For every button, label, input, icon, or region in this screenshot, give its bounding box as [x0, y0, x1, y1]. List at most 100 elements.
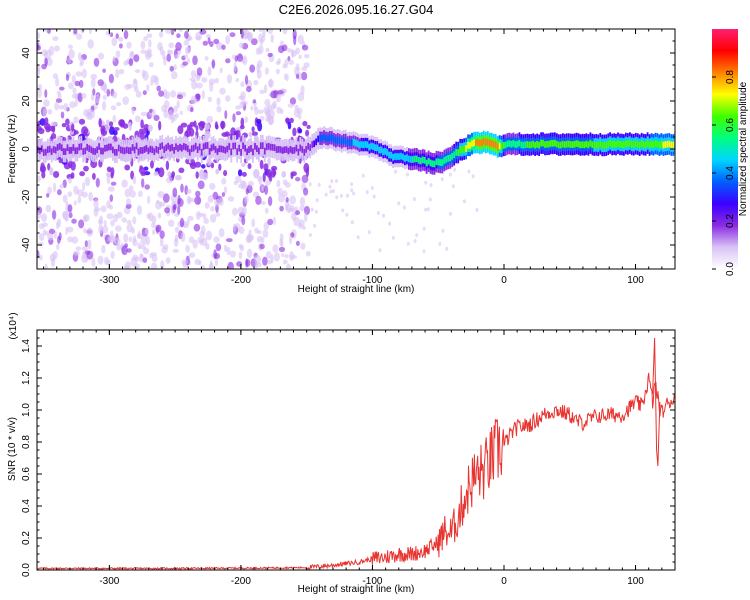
spectrogram-cell [297, 148, 300, 156]
spectrogram-cell [249, 64, 256, 73]
spectrogram-cell [561, 140, 564, 148]
spectrogram-cell [177, 125, 184, 135]
colorbar-label: Normalized spectral amplitude [738, 81, 749, 216]
spectrogram-cell [195, 82, 203, 89]
spectrogram-cell [106, 175, 111, 184]
spectrogram-cell [577, 140, 580, 148]
spectrogram-cell [37, 32, 41, 40]
spectrogram-cell [107, 235, 115, 242]
spectrogram-cell [350, 220, 354, 225]
spectrogram-cell [98, 143, 100, 150]
spectrogram-cell [417, 157, 420, 164]
spectrogram-cell [174, 226, 180, 233]
spectrogram-cell [235, 175, 242, 183]
spectrogram-cell [41, 213, 48, 223]
spectrogram-cell [481, 139, 483, 147]
spectrogram-cell [506, 140, 509, 148]
y-tick-label: 0.4 [21, 499, 32, 513]
spectrogram-cell [317, 182, 321, 187]
spectrogram-cell [445, 156, 448, 163]
spectrogram-cell [70, 146, 73, 154]
spectrogram-cell [595, 141, 598, 149]
spectrogram-cell [134, 69, 141, 74]
spectrogram-cell [277, 146, 280, 153]
snr-panel: -300 -200 -100 0 100 0.0 0.2 0.4 0.6 0.8 1.0 1.2 1.… [7, 312, 676, 595]
spectrogram-cell [183, 143, 185, 150]
spectrogram-cell [136, 205, 143, 216]
spectrogram-cell [289, 235, 293, 245]
spectrogram-cell [224, 131, 230, 137]
spectrogram-cell [296, 63, 300, 71]
spectrogram-cell [429, 183, 433, 188]
snr-y-ticks: 0.0 0.2 0.4 0.6 0.8 1.0 1.2 1.4 [21, 337, 675, 577]
spectrogram-cell [221, 192, 226, 197]
spectrogram-cell [266, 111, 270, 120]
spectrogram-cell [92, 147, 94, 155]
spectrogram-cell [170, 90, 177, 98]
spectrogram-cell [203, 218, 209, 224]
spectrogram-cell [575, 140, 578, 147]
spectrogram-cell [280, 240, 284, 247]
spectrogram-cell [185, 244, 191, 253]
x-tick-label: -300 [99, 576, 119, 587]
spectrogram-cell [276, 179, 281, 188]
spectrogram-cell [204, 202, 210, 209]
spectrogram-cell [400, 152, 402, 160]
spectrogram-cell [571, 141, 574, 148]
spectrogram-cell [654, 140, 657, 147]
spectrogram-cell [209, 81, 214, 92]
spectrogram-cell [48, 145, 51, 153]
spectrogram-cell [305, 129, 310, 137]
spectrogram-cell [196, 74, 200, 82]
spectrogram-cell [374, 144, 377, 151]
spectrogram-cell [540, 139, 542, 147]
x-tick-label: 100 [627, 576, 644, 587]
spectrogram-cell [263, 221, 270, 230]
spectrogram-cell [54, 102, 60, 111]
colorbar: 0.0 0.2 0.4 0.6 0.8 Normalized spectral ampl… [712, 29, 749, 276]
spectrogram-cell [44, 123, 51, 130]
spectrogram-cell [305, 146, 308, 153]
spectrogram-cell [179, 217, 185, 228]
spectrogram-cell [239, 42, 244, 49]
spectrogram-cell [272, 170, 277, 176]
spectrogram-cell [419, 157, 422, 165]
spectrogram-cell [209, 262, 214, 269]
spectrogram-cell [181, 144, 183, 152]
spectrogram-cell [599, 140, 602, 148]
spectrogram-cell [125, 198, 131, 206]
spectrogram-cell [295, 210, 301, 216]
spectrogram-cell [488, 140, 491, 147]
spectrogram-cell [282, 63, 286, 69]
spectrogram-cell [615, 141, 617, 148]
spectrogram-cell [66, 174, 73, 180]
spectrogram-cell [192, 239, 198, 249]
spectrogram-cell [404, 155, 406, 162]
spectrogram-cell [223, 186, 228, 194]
spectrogram-cell [104, 145, 106, 152]
spectrogram-cell [68, 212, 73, 219]
spectrogram-cell [226, 145, 229, 153]
spectrogram-cell [68, 82, 74, 90]
spectrogram-cell [94, 148, 96, 155]
spectrogram-cell [431, 160, 434, 168]
spectrogram-cell [84, 240, 89, 248]
spectrogram-cell [164, 91, 171, 100]
spectrogram-cell [583, 141, 586, 149]
spectrogram-cell [180, 232, 186, 243]
spectrogram-cell [47, 109, 53, 115]
spectrogram-cell [662, 141, 665, 149]
spectrogram-cell [471, 174, 475, 179]
spectrogram-cell [176, 33, 181, 39]
spectrogram-cell [619, 141, 621, 148]
spectrogram-cell [313, 140, 315, 148]
spectrogram-cell [240, 100, 248, 106]
spectrogram-cell [198, 120, 205, 131]
spectrogram-cell [216, 148, 219, 155]
spectrogram-cell [263, 147, 266, 155]
spectrogram-cell [462, 199, 466, 204]
spectrogram-cell [251, 218, 256, 228]
spectrogram-cell [187, 145, 189, 153]
spectrogram-cell [179, 143, 181, 151]
spectrogram-cell [53, 171, 60, 178]
